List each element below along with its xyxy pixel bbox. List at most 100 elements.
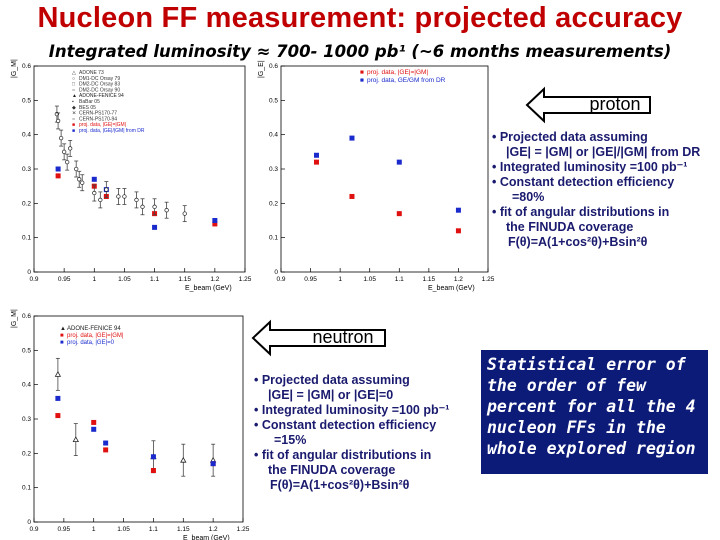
proton-notes: • Projected data assuming |GE| = |GM| or…	[492, 130, 717, 250]
proton-world-legend-entry: ADONE 73	[79, 70, 104, 76]
proton-ratio-y-tick-label: 0.3	[269, 166, 278, 173]
proton-world-data-point	[140, 204, 145, 209]
neutron-x-tick-label: 1.1	[149, 526, 158, 533]
proton-ratio-x-tick-label: 1.05	[363, 276, 376, 283]
neutron-data-point	[54, 371, 62, 377]
proton-world-data-point	[55, 173, 61, 179]
proton-ratio-x-tick-label: 1.15	[423, 276, 436, 283]
proton-note-line: • fit of angular distributions in	[492, 205, 670, 219]
neutron-note-line: • fit of angular distributions in	[254, 448, 432, 462]
neutron-y-tick-label: 0.3	[22, 416, 31, 423]
neutron-y-tick-label: 0.1	[22, 485, 31, 492]
neutron-data-point	[210, 461, 216, 467]
neutron-note-line: the FINUDA coverage	[268, 463, 396, 477]
proton-world-x-tick-label: 1.25	[239, 276, 252, 283]
proton-ratio-x-tick-label: 1.1	[395, 276, 404, 283]
proton-world-legend-marker: ▪	[72, 99, 74, 105]
proton-note-line: =80%	[512, 190, 545, 204]
proton-world-legend-marker: ◆	[72, 105, 76, 111]
proton-world-legend-marker: ○	[72, 116, 75, 122]
proton-world-x-tick-label: 1.15	[178, 276, 191, 283]
proton-world-data-point	[98, 197, 103, 203]
proton-world-data-point	[212, 221, 218, 227]
proton-world-y-label: |G_M|	[11, 59, 18, 78]
neutron-data-point	[150, 468, 156, 473]
proton-world-x-tick-label: 1.1	[150, 276, 159, 283]
proton-world-legend-entry: BaBar 05	[79, 99, 100, 105]
neutron-label: neutron	[312, 327, 374, 347]
neutron-y-tick-label: 0.5	[22, 347, 31, 354]
proton-ratio-data-point	[455, 207, 461, 213]
proton-world-y-tick-label: 0.4	[22, 132, 31, 139]
proton-note-line: • Projected data assuming	[492, 130, 648, 144]
neutron-legend-entry: ADONE-FENICE 94	[67, 326, 121, 332]
proton-world-legend-marker: △	[72, 70, 76, 76]
neutron-data-point	[72, 436, 79, 443]
proton-world-y-tick-label: 0	[27, 269, 31, 276]
neutron-y-tick-label: 0	[27, 519, 31, 526]
proton-world-data-point	[58, 135, 64, 141]
proton-world-legend-marker: ■	[72, 128, 75, 134]
proton-world-legend-marker: ▲	[72, 93, 77, 99]
proton-world-data-point	[61, 149, 67, 154]
proton-ratio-y-tick-label: 0	[274, 269, 278, 276]
proton-ratio-data-point	[396, 159, 402, 165]
proton-world-x-tick-label: 1.05	[118, 276, 131, 283]
proton-world-x-tick-label: 1.2	[210, 276, 219, 283]
proton-world-legend-marker: ○	[72, 76, 75, 82]
proton-ratio-y-label: |G_E|	[258, 60, 265, 78]
proton-world-data-point	[212, 218, 218, 223]
proton-world-legend-marker: ○	[72, 87, 75, 93]
proton-world-legend-entry: CERN-PS170-94	[79, 116, 117, 122]
proton-world-legend-entry: ADONE-FENICE 94	[79, 93, 124, 99]
neutron-legend-marker: ■	[60, 333, 64, 339]
proton-world-y-tick-label: 0.2	[22, 200, 31, 207]
proton-world-data-point	[80, 180, 85, 185]
proton-note-line: F(θ)=A(1+cos²θ)+Bsin²θ	[508, 235, 648, 249]
proton-world-y-tick-label: 0.1	[22, 235, 31, 242]
proton-world-data-point	[55, 118, 61, 124]
neutron-data-point	[55, 413, 61, 419]
proton-world-data-point	[134, 197, 139, 203]
proton-ratio-data-point	[349, 135, 355, 141]
neutron-x-label: E_beam (GeV)	[183, 535, 230, 540]
conclusion-box: Statistical error of the order of few pe…	[481, 350, 708, 474]
proton-world-y-tick-label: 0.6	[22, 63, 31, 70]
proton-world-x-tick-label: 0.95	[58, 276, 71, 283]
proton-world-data-point	[77, 177, 82, 182]
neutron-data-point	[103, 447, 109, 453]
proton-world-data-point	[164, 208, 169, 213]
proton-world-data-point	[68, 146, 73, 151]
neutron-legend-marker: ■	[60, 340, 64, 346]
proton-ratio-frame	[280, 65, 489, 273]
neutron-data-point	[180, 456, 187, 463]
proton-ratio-legend-marker: ■	[360, 77, 364, 84]
neutron-y-tick-label: 0.6	[22, 313, 31, 320]
proton-world-legend-entry: proj. data, |GE|=|GM|	[79, 122, 126, 128]
proton-world-legend-marker: □	[72, 82, 75, 88]
proton-world-data-point	[92, 190, 97, 196]
neutron-data-point	[91, 419, 97, 425]
proton-ratio-data-point	[455, 228, 461, 234]
proton-world-data-point	[152, 224, 158, 230]
neutron-x-tick-label: 1.05	[117, 526, 130, 533]
neutron-legend-marker: ▲	[60, 326, 66, 332]
proton-note-line: the FINUDA coverage	[506, 220, 634, 234]
neutron-note-line: F(θ)=A(1+cos²θ)+Bsin²θ	[270, 478, 410, 492]
neutron-legend-entry: proj. data, |GE|=|GM|	[67, 333, 124, 339]
proton-ratio-data-point	[313, 152, 319, 158]
neutron-data-point	[55, 395, 61, 401]
proton-ratio-data-point	[396, 211, 402, 217]
proton-world-legend-entry: CERN-PS170-77	[79, 111, 117, 117]
proton-ratio-x-tick-label: 0.9	[276, 276, 285, 283]
neutron-x-tick-label: 1.25	[237, 526, 250, 533]
page-title: Nucleon FF measurement: projected accura…	[37, 2, 683, 34]
proton-ratio-data-point	[349, 193, 355, 199]
neutron-y-tick-label: 0.4	[22, 382, 31, 389]
proton-ratio-x-tick-label: 1.25	[482, 276, 495, 283]
proton-world-legend-entry: DM1-DC Orsay 79	[79, 76, 120, 82]
proton-world-legend-entry: proj. data, |GE|/|GM| from DR	[79, 128, 145, 134]
neutron-note-line: • Constant detection efficiency	[254, 418, 437, 432]
neutron-x-tick-label: 1.15	[177, 526, 190, 533]
